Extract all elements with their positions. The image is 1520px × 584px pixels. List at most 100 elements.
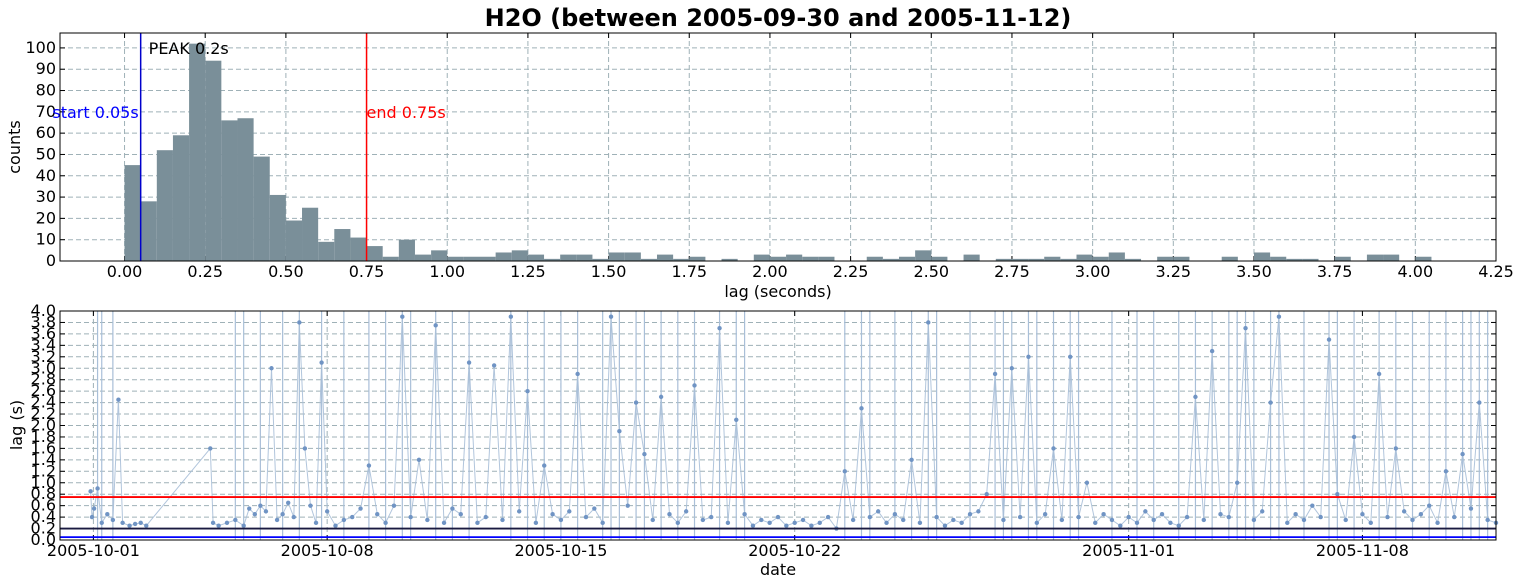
- lag-data-point: [583, 514, 589, 520]
- histogram-bar: [269, 194, 286, 261]
- lag-data-point: [892, 512, 898, 517]
- histogram-y-tick-label: 20: [36, 208, 56, 227]
- lag-data-point: [391, 503, 397, 508]
- marker-label: start 0.05s: [52, 103, 138, 122]
- lag-data-point: [1076, 514, 1081, 520]
- lag-data-point: [1243, 325, 1248, 331]
- lag-data-point: [1301, 517, 1307, 523]
- lag-data-point: [483, 514, 488, 520]
- lag-data-point: [575, 371, 580, 377]
- lag-data-point: [817, 520, 822, 526]
- lag-data-point: [1143, 509, 1148, 514]
- lag-data-point: [1251, 517, 1257, 523]
- lag-data-point: [366, 463, 372, 468]
- histogram-bar: [253, 156, 270, 261]
- timeseries-y-tick-label: 3.0: [31, 358, 56, 377]
- histogram-bar: [318, 241, 335, 261]
- histogram-y-tick-label: 90: [36, 59, 56, 78]
- lag-data-point: [542, 463, 547, 468]
- timeseries-y-tick-label: 3.2: [31, 347, 56, 366]
- lag-data-point: [742, 512, 747, 517]
- lag-data-point: [934, 514, 939, 520]
- histogram-y-tick-label: 100: [25, 38, 56, 57]
- lag-data-point: [247, 506, 252, 511]
- lag-data-point: [1126, 514, 1131, 520]
- lag-data-point: [784, 523, 789, 528]
- lag-data-point: [491, 363, 497, 368]
- lag-data-point: [105, 512, 110, 517]
- histogram-bar: [447, 256, 464, 261]
- histogram-y-tick-label: 30: [36, 187, 56, 206]
- lag-data-point: [1285, 520, 1290, 526]
- histogram-y-tick-label: 0: [46, 251, 56, 270]
- histogram-bar: [172, 135, 190, 261]
- lag-data-point: [110, 517, 116, 523]
- lag-data-point: [1051, 446, 1056, 451]
- histogram-bar: [140, 201, 157, 261]
- histogram-bar: [463, 256, 480, 261]
- histogram-bar: [237, 118, 254, 261]
- histogram-bar: [1383, 254, 1400, 261]
- histogram-bar: [366, 246, 383, 261]
- lag-data-point: [675, 520, 681, 526]
- timeseries-y-tick-label: 0.4: [31, 507, 56, 526]
- lag-data-point: [717, 325, 722, 331]
- histogram-panel: 0 10 20 30 40 50 60 70 80 90 100 0.00 0.25 0.50 0.75 1.…: [25, 32, 1514, 281]
- lag-data-point: [1234, 480, 1240, 485]
- histogram-x-tick-label: 0.50: [268, 262, 304, 281]
- histogram-bar: [1221, 256, 1238, 261]
- histogram-bar: [1028, 258, 1045, 261]
- lag-data-point: [1159, 512, 1165, 517]
- histogram-x-tick-label: 3.75: [1317, 262, 1353, 281]
- timeseries-y-tick-label: 0.6: [31, 496, 56, 515]
- histogram-bar: [882, 258, 900, 261]
- lag-data-point: [725, 520, 731, 526]
- timeseries-y-tick-label: 0.2: [31, 519, 56, 538]
- histogram-bar: [1011, 258, 1029, 261]
- lag-data-point: [1134, 520, 1140, 526]
- lag-data-point: [767, 520, 772, 526]
- lag-data-point: [383, 520, 388, 526]
- histogram-x-tick-label: 0.00: [107, 262, 143, 281]
- histogram-bar: [1334, 256, 1351, 261]
- timeseries-y-tick-label: 3.8: [31, 312, 56, 331]
- timeseries-x-tick-label: 2005-11-08: [1316, 541, 1409, 560]
- histogram-bar: [931, 256, 948, 261]
- lag-data-point: [1218, 512, 1223, 517]
- lag-data-point: [1118, 523, 1123, 528]
- histogram-bar: [786, 254, 803, 261]
- lag-data-point: [450, 506, 455, 511]
- lag-data-point: [792, 520, 797, 526]
- timeseries-y-tick-label: 2.8: [31, 370, 56, 389]
- lag-data-point: [1268, 400, 1273, 405]
- lag-data-point: [1393, 446, 1399, 451]
- lag-data-point: [992, 371, 998, 377]
- histogram-bar: [753, 254, 770, 261]
- lag-data-point: [1084, 480, 1090, 485]
- lag-data-point: [138, 520, 143, 526]
- timeseries-y-tick-label: 2.2: [31, 404, 56, 423]
- histogram-bar: [350, 237, 367, 261]
- lag-data-point: [333, 523, 338, 528]
- histogram-x-tick-label: 1.00: [429, 262, 465, 281]
- lag-data-point: [700, 517, 706, 523]
- histogram-bar: [673, 258, 690, 261]
- timeseries-y-tick-label: 1.2: [31, 461, 56, 480]
- lag-data-point: [1151, 517, 1156, 523]
- lag-data-point: [567, 509, 572, 514]
- lag-data-point: [884, 520, 889, 526]
- lag-data-point: [617, 429, 622, 434]
- histogram-bar: [866, 256, 883, 261]
- lag-data-point: [984, 492, 989, 497]
- lag-data-point: [1477, 400, 1482, 405]
- lag-data-point: [1042, 512, 1048, 517]
- lag-data-point: [1368, 520, 1373, 526]
- histogram-bar: [302, 207, 319, 261]
- timeseries-y-tick-label: 1.6: [31, 438, 56, 457]
- lag-data-point: [433, 323, 438, 328]
- histogram-bar: [398, 239, 415, 261]
- lag-timeseries-panel: 0.00.20.40.60.81.01.21.41.61.82.02.22.42…: [31, 301, 1499, 560]
- histogram-bar: [560, 254, 577, 261]
- lag-data-point: [95, 486, 100, 491]
